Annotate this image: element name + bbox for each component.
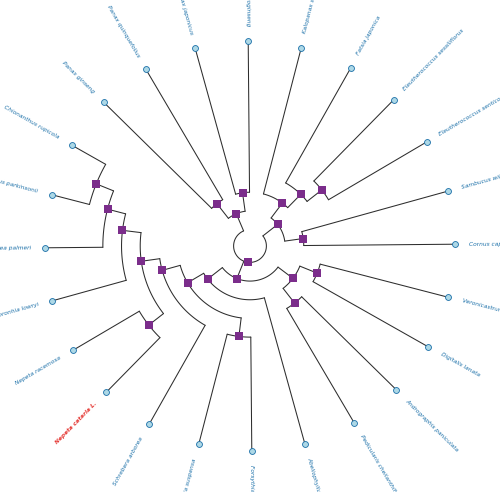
- Point: [142, 65, 150, 73]
- Point: [213, 200, 221, 208]
- Point: [191, 44, 199, 52]
- Point: [48, 297, 56, 305]
- Point: [232, 210, 240, 217]
- Point: [68, 141, 76, 149]
- Text: Cornus capitata: Cornus capitata: [470, 241, 500, 246]
- Text: Panax quinquefolius: Panax quinquefolius: [106, 4, 141, 58]
- Point: [238, 189, 246, 197]
- Point: [278, 199, 286, 207]
- Text: Chionanthus parkinsonii: Chionanthus parkinsonii: [0, 171, 38, 193]
- Text: Panax ginseng: Panax ginseng: [61, 60, 96, 94]
- Point: [289, 275, 297, 282]
- Point: [299, 235, 307, 243]
- Point: [347, 63, 355, 71]
- Point: [41, 244, 49, 252]
- Point: [392, 386, 400, 394]
- Point: [422, 138, 430, 146]
- Point: [444, 293, 452, 301]
- Point: [145, 321, 153, 329]
- Text: Eleutherococcus sessiliflorus: Eleutherococcus sessiliflorus: [402, 28, 464, 92]
- Text: Forsythia suspensa: Forsythia suspensa: [178, 458, 198, 492]
- Point: [92, 180, 100, 188]
- Point: [424, 343, 432, 351]
- Text: Andrographis paniculata: Andrographis paniculata: [404, 398, 460, 452]
- Point: [248, 447, 256, 455]
- Point: [290, 299, 298, 307]
- Point: [100, 98, 108, 106]
- Text: Kalopanax septemlobus: Kalopanax septemlobus: [302, 0, 325, 34]
- Point: [301, 440, 309, 448]
- Point: [444, 187, 452, 195]
- Text: Hesperelaea palmeri: Hesperelaea palmeri: [0, 246, 30, 251]
- Point: [204, 275, 212, 283]
- Point: [138, 257, 145, 265]
- Point: [48, 191, 56, 199]
- Text: Digitalis lanata: Digitalis lanata: [440, 352, 480, 378]
- Point: [235, 333, 243, 340]
- Text: Noronhia lowryi: Noronhia lowryi: [0, 302, 40, 319]
- Point: [102, 388, 110, 396]
- Text: Panax notoginseng: Panax notoginseng: [245, 0, 250, 27]
- Point: [233, 275, 241, 282]
- Text: Forsythia xintermedia: Forsythia xintermedia: [250, 465, 255, 492]
- Text: Fatsia japonica: Fatsia japonica: [356, 15, 382, 56]
- Point: [274, 220, 281, 228]
- Point: [118, 226, 126, 234]
- Point: [244, 258, 252, 266]
- Point: [390, 96, 398, 104]
- Point: [184, 279, 192, 287]
- Text: Veronicastrum sibiricum: Veronicastrum sibiricum: [462, 299, 500, 321]
- Point: [451, 240, 459, 248]
- Point: [158, 266, 166, 274]
- Text: Schrebera arborea: Schrebera arborea: [112, 436, 144, 486]
- Point: [313, 269, 321, 277]
- Point: [194, 440, 202, 448]
- Text: Eleutherococcus senticosus: Eleutherococcus senticosus: [438, 92, 500, 137]
- Text: Nepeta cataria L.: Nepeta cataria L.: [54, 400, 98, 445]
- Point: [70, 346, 78, 354]
- Point: [297, 190, 305, 198]
- Point: [244, 37, 252, 45]
- Point: [318, 186, 326, 194]
- Text: Chionanthus rupicola: Chionanthus rupicola: [4, 105, 60, 140]
- Text: Pedicularis cheilanthifolia: Pedicularis cheilanthifolia: [359, 434, 402, 492]
- Text: Abeliophyllum distichum: Abeliophyllum distichum: [306, 457, 330, 492]
- Text: Sambucus williamsii: Sambucus williamsii: [460, 169, 500, 190]
- Text: Nepeta racemosa: Nepeta racemosa: [15, 355, 62, 386]
- Text: Panax japonicus: Panax japonicus: [176, 0, 194, 35]
- Point: [244, 258, 252, 266]
- Point: [298, 44, 306, 52]
- Point: [145, 421, 153, 429]
- Point: [350, 419, 358, 427]
- Point: [104, 205, 112, 213]
